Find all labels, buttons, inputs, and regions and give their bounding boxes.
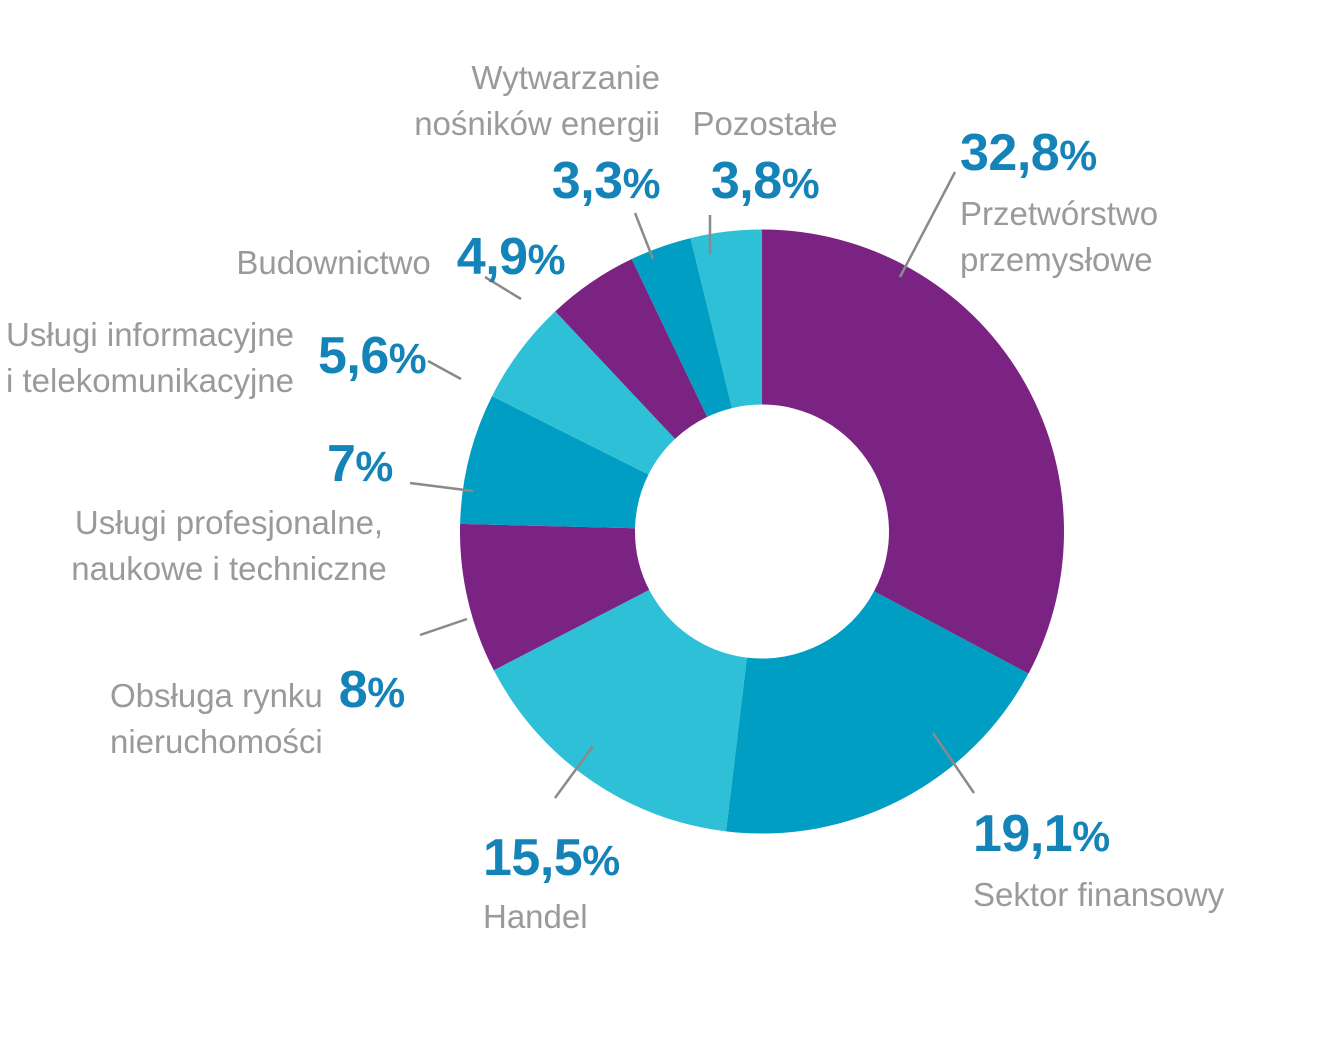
label-obsluga-rynku-nieruchomosci: Obsługa rynku nieruchomości 8% [110, 662, 405, 765]
pie-slice-sektor-finansowy [726, 591, 1029, 834]
segment-label: Przetwórstwo przemysłowe [960, 195, 1159, 278]
leader-line-uslugi-profesjonalne [409, 481, 474, 493]
pie-slice-wytwarzanie-nosnikow-energii [631, 238, 732, 417]
pie-slice-przetworstwo-przemyslowe [762, 229, 1064, 674]
segment-label: Handel [483, 898, 588, 935]
label-sektor-finansowy: 19,1% Sektor finansowy [973, 806, 1224, 918]
leader-lines [409, 171, 976, 799]
label-uslugi-informacyjne-i-telekomunikacyjne: Usługi informacyjne i telekomunikacyjne … [6, 312, 427, 404]
segment-value: 8% [338, 661, 405, 719]
segment-value: 3,3% [551, 152, 661, 210]
label-budownictwo: Budownictwo 4,9% [236, 229, 565, 289]
segment-label: Budownictwo [236, 244, 431, 281]
segment-value: 32,8% [960, 124, 1097, 182]
segment-value: 3,8% [710, 152, 820, 210]
leader-line-sektor-finansowy [931, 732, 976, 794]
donut-slices [460, 229, 1064, 834]
label-przetworstwo-przemyslowe: 32,8% Przetwórstwo przemysłowe [960, 125, 1158, 283]
label-uslugi-profesjonalne-naukowe-i-techniczne: Usługi profesjonalne, naukowe i technicz… [71, 504, 387, 587]
label-handel: 15,5% Handel [483, 830, 620, 940]
pie-slice-uslugi-informacyjne-i-telekomunikacyjne [492, 311, 676, 475]
label-wytwarzanie-nosnikow-energii: Wytwarzanie nośników energii 3,3% [414, 55, 660, 213]
segment-value: 4,9% [456, 228, 566, 286]
pie-slice-budownictwo [555, 259, 708, 439]
label-pozostale: Pozostałe 3,8% [690, 101, 840, 213]
leader-line-przetworstwo-przemyslowe [898, 171, 957, 278]
leader-line-handel [553, 745, 595, 799]
segment-label: Obsługa rynku nieruchomości [110, 677, 323, 760]
segment-value: 5,6% [317, 327, 427, 385]
leader-line-budownictwo [484, 275, 522, 301]
segment-value: 15,5% [483, 829, 620, 887]
pie-slice-pozostale [690, 229, 762, 409]
segment-label: Wytwarzanie nośników energii [414, 59, 660, 142]
segment-label: Pozostałe [692, 105, 838, 142]
segment-value: 19,1% [973, 805, 1110, 863]
pie-slice-uslugi-profesjonalne-naukowe-i-techniczne [460, 396, 649, 529]
leader-line-obsluga-rynku-nieruchomosci [419, 617, 468, 637]
segment-value-uslugi-profesjonalne: 7% [327, 435, 393, 493]
leader-line-wytwarzanie-nosnikow-energii [633, 212, 655, 260]
segment-label: Usługi informacyjne i telekomunikacyjne [6, 316, 294, 399]
segment-label: Sektor finansowy [973, 876, 1225, 913]
pie-slice-handel [493, 589, 747, 832]
pie-slice-obsluga-rynku-nieruchomosci [460, 523, 650, 671]
leader-line-uslugi-informacyjne [427, 359, 462, 381]
